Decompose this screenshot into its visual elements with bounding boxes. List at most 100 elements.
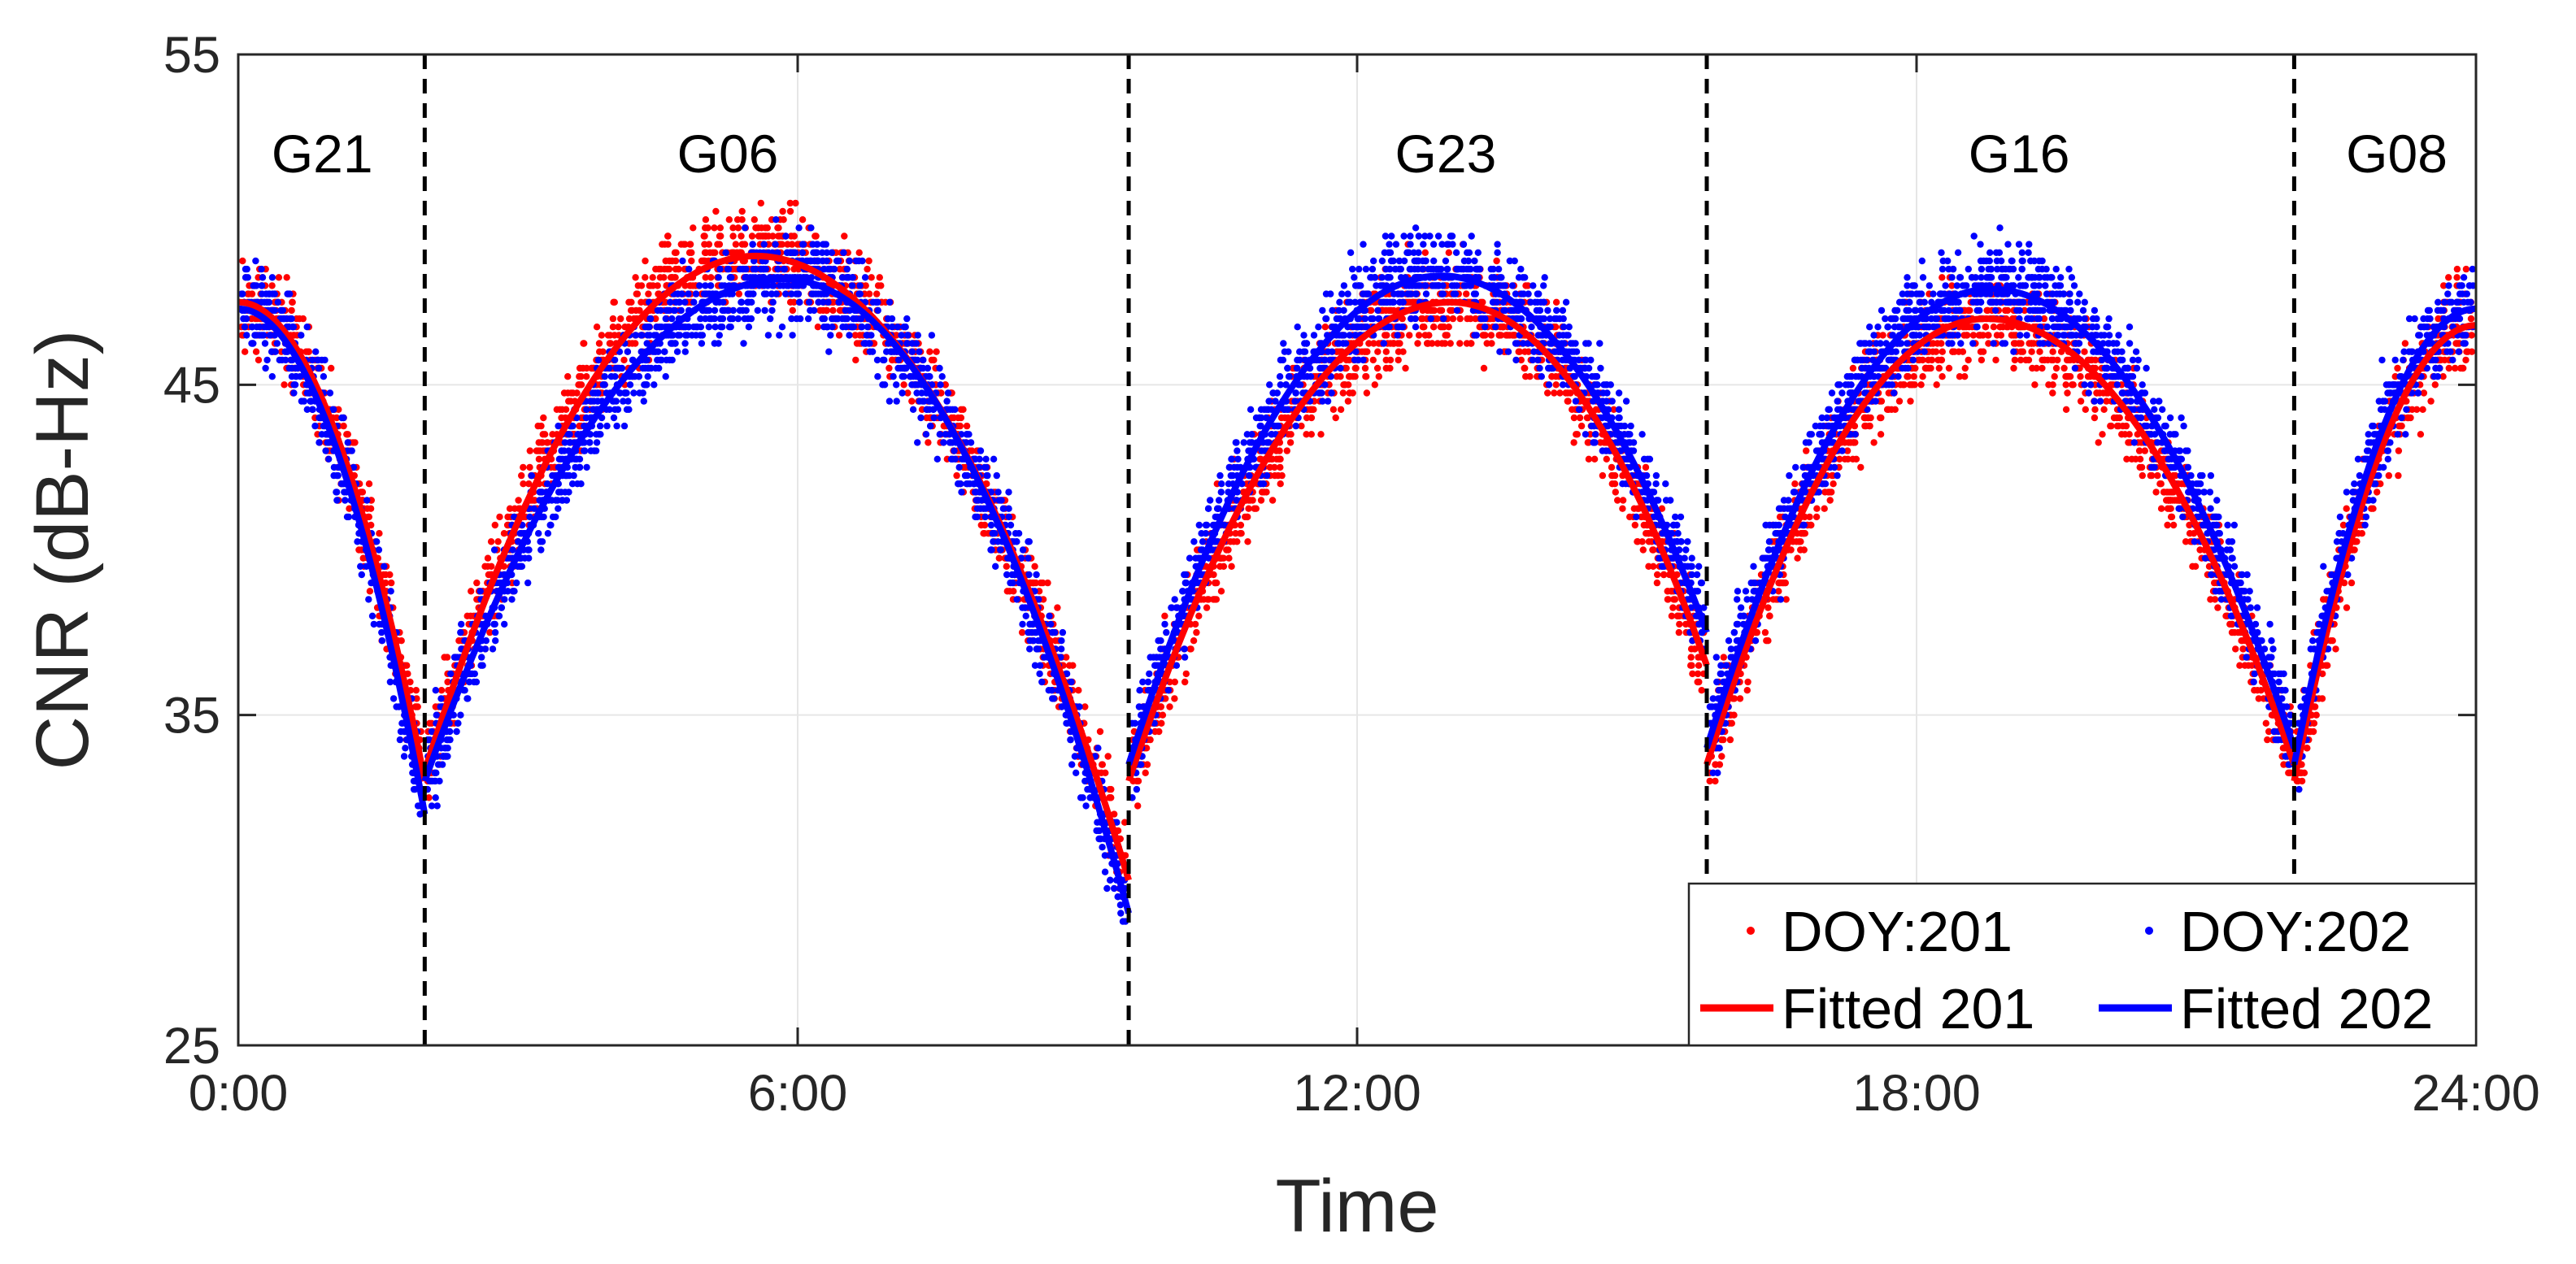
doy202-point <box>675 298 683 306</box>
doy202-point <box>904 332 912 339</box>
doy201-point <box>953 471 960 480</box>
doy201-point <box>441 654 448 661</box>
doy202-point <box>1453 306 1461 315</box>
doy202-point <box>256 332 263 339</box>
doy201-point <box>835 332 843 339</box>
doy201-point <box>1260 489 1268 496</box>
doy202-point <box>668 315 676 323</box>
doy202-point <box>470 678 478 686</box>
doy202-point <box>1386 249 1395 256</box>
doy202-point <box>625 406 633 413</box>
doy202-point <box>373 538 381 545</box>
doy202-point <box>341 489 348 496</box>
doy202-point <box>263 356 271 364</box>
doy201-point <box>275 274 283 281</box>
doy201-point <box>343 431 350 438</box>
doy201-point <box>1664 588 1671 595</box>
doy202-point <box>840 249 847 256</box>
doy201-point <box>609 315 617 323</box>
doy201-point <box>359 554 367 562</box>
doy202-point <box>774 265 781 273</box>
doy201-point <box>642 274 649 281</box>
doy201-point <box>1374 348 1382 355</box>
doy201-point <box>1104 753 1112 760</box>
doy202-point <box>685 290 692 298</box>
doy202-point <box>509 546 516 554</box>
doy201-point <box>686 241 694 248</box>
doy202-point <box>862 340 870 347</box>
doy202-point <box>565 471 573 480</box>
doy202-point <box>516 563 524 570</box>
doy201-point <box>729 232 737 240</box>
doy202-point <box>641 381 648 389</box>
doy202-point <box>464 695 472 702</box>
doy201-point <box>621 324 629 331</box>
doy202-point <box>1022 612 1029 619</box>
doy202-point <box>903 340 911 347</box>
doy201-point <box>1603 455 1611 463</box>
doy201-point <box>627 306 635 315</box>
doy201-point <box>242 348 249 355</box>
doy202-point <box>859 257 866 265</box>
doy201-point <box>558 414 565 422</box>
doy202-point <box>674 332 682 339</box>
doy201-point <box>617 315 624 323</box>
doy202-point <box>252 257 259 265</box>
doy201-point <box>1225 546 1232 554</box>
doy202-point <box>654 306 661 315</box>
doy202-point <box>1544 306 1551 315</box>
doy201-point <box>609 324 617 331</box>
doy201-point <box>1698 687 1705 694</box>
doy202-point <box>908 348 916 355</box>
doy201-point <box>1562 389 1569 397</box>
doy202-point <box>1019 546 1027 554</box>
doy201-point <box>289 298 296 306</box>
doy201-point <box>1111 810 1118 818</box>
doy201-point <box>1516 348 1524 355</box>
doy201-point <box>248 290 256 298</box>
doy201-point <box>1277 480 1284 488</box>
doy202-point <box>842 315 849 323</box>
doy202-point <box>258 265 265 273</box>
doy201-point <box>518 471 525 480</box>
doy201-point <box>1364 348 1371 355</box>
doy201-point <box>786 207 794 215</box>
doy202-point <box>547 521 555 529</box>
doy201-point <box>790 298 798 306</box>
doy201-point <box>1467 315 1474 323</box>
doy202-point <box>1068 761 1076 768</box>
doy202-point <box>1540 282 1547 289</box>
doy201-point <box>1676 620 1683 628</box>
doy202-point <box>511 588 518 595</box>
doy201-point <box>1171 695 1178 702</box>
doy202-point <box>446 728 454 736</box>
doy201-point <box>672 249 680 256</box>
doy202-point <box>312 348 320 355</box>
doy201-point <box>1044 579 1051 587</box>
doy201-point <box>1181 678 1189 686</box>
doy201-point <box>1244 538 1251 545</box>
doy202-point <box>315 364 323 372</box>
doy202-point <box>432 794 439 801</box>
doy201-point <box>662 257 669 265</box>
doy201-point <box>1418 315 1425 323</box>
doy202-point <box>977 447 985 454</box>
doy202-point <box>524 579 532 587</box>
doy202-point <box>848 282 856 289</box>
doy201-point <box>1142 769 1149 776</box>
doy202-point <box>644 373 651 380</box>
doy201-point <box>865 290 873 298</box>
doy202-point <box>1073 769 1080 776</box>
doy202-point <box>618 364 626 372</box>
doy201-point <box>494 538 502 545</box>
doy202-point <box>893 381 900 389</box>
doy201-point <box>1640 521 1648 529</box>
doy201-point <box>1421 249 1429 256</box>
doy201-point <box>1018 628 1026 636</box>
doy202-point <box>830 265 838 273</box>
doy202-point <box>537 546 545 554</box>
doy202-point <box>719 324 726 331</box>
doy201-point <box>1695 662 1703 669</box>
doy202-point <box>251 332 259 339</box>
doy201-point <box>239 257 246 265</box>
